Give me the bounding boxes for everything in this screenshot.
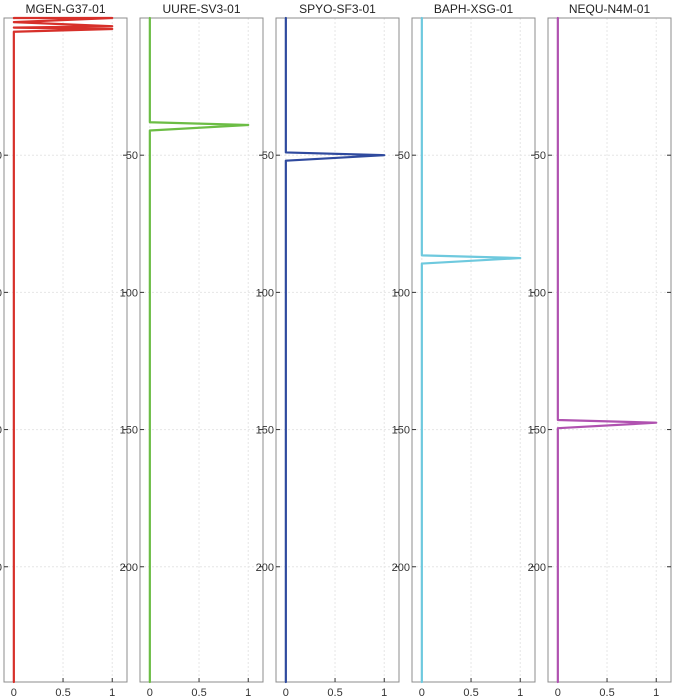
panel-title: NEQU-N4M-01 [569,2,651,16]
y-tick-label: 100 [392,287,410,299]
x-tick-label: 1 [517,687,523,699]
x-tick-label: 1 [381,687,387,699]
plot-frame [411,17,536,683]
y-tick-label: 200 [392,562,410,574]
y-tick-label: 100 [0,287,2,299]
x-tick-label: 1 [109,687,115,699]
x-tick-label: 0.5 [463,687,478,699]
x-tick-label: 0.5 [599,687,614,699]
x-tick-label: 0.5 [191,687,206,699]
y-tick-label: 50 [398,150,410,162]
y-tick-label: 200 [256,562,274,574]
y-tick-label: 50 [126,150,138,162]
plot-frame [3,17,128,683]
x-tick-label: 0 [283,687,289,699]
x-tick-label: 0 [419,687,425,699]
series-line [556,16,658,684]
y-tick-label: 150 [0,425,2,437]
y-tick-label: 100 [528,287,546,299]
panel-5: NEQU-N4M-01 50 100 150 200 0 0.5 1 [528,2,672,699]
panel-4: BAPH-XSG-01 50 100 150 200 0 0.5 1 [392,2,536,699]
panel-3: SPYO-SF3-01 50 100 150 200 0 0.5 1 [256,2,400,699]
plot-frame [139,17,264,683]
panel-title: BAPH-XSG-01 [434,2,514,16]
y-tick-label: 150 [392,425,410,437]
x-tick-label: 0 [555,687,561,699]
x-tick-label: 0.5 [55,687,70,699]
series-line [420,16,522,684]
y-tick-label: 100 [120,287,138,299]
x-tick-label: 0 [147,687,153,699]
panel-1: MGEN-G37-01 50 100 150 200 0 0.5 1 [0,2,128,699]
y-tick-label: 200 [0,562,2,574]
x-tick-label: 1 [653,687,659,699]
y-tick-label: 100 [256,287,274,299]
plot-frame [547,17,672,683]
x-tick-label: 0 [11,687,17,699]
series-line [12,16,114,684]
panel-2: UURE-SV3-01 50 100 150 200 0 0.5 1 [120,2,264,699]
y-tick-label: 150 [256,425,274,437]
x-tick-label: 0.5 [327,687,342,699]
series-line [284,16,386,684]
y-tick-label: 150 [528,425,546,437]
y-tick-label: 200 [120,562,138,574]
series-line [148,16,250,684]
y-tick-label: 50 [0,150,2,162]
y-tick-label: 200 [528,562,546,574]
panel-title: UURE-SV3-01 [162,2,240,16]
panel-title: SPYO-SF3-01 [299,2,376,16]
y-tick-label: 150 [120,425,138,437]
y-tick-label: 50 [262,150,274,162]
panel-title: MGEN-G37-01 [25,2,105,16]
x-tick-label: 1 [245,687,251,699]
plot-frame [275,17,400,683]
y-tick-label: 50 [534,150,546,162]
